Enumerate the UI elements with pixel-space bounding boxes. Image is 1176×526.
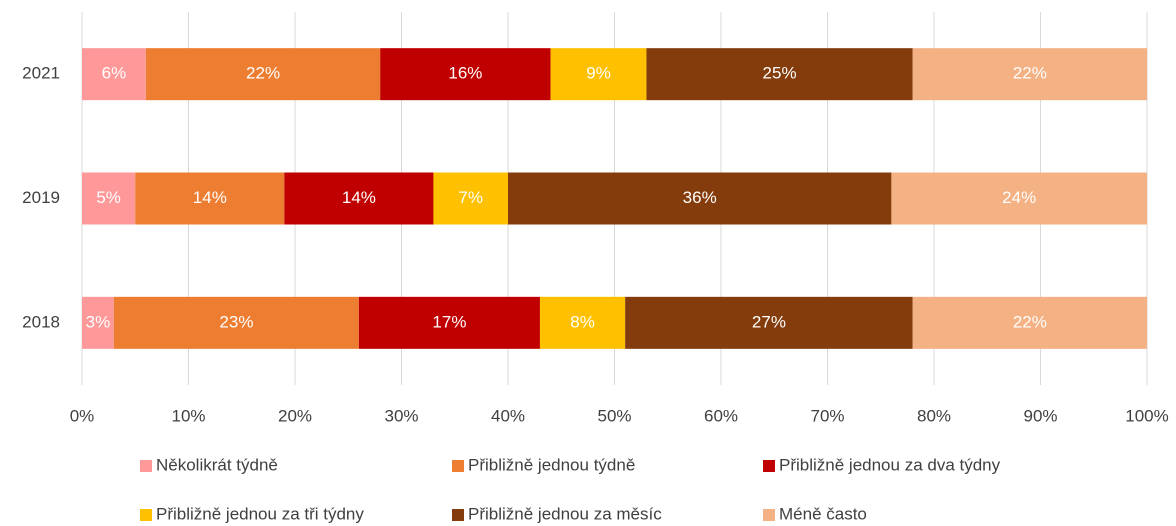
bar-segment [891, 172, 1147, 225]
x-tick-label: 70% [810, 406, 844, 425]
data-label: 23% [219, 312, 253, 331]
legend-label: Přibližně jednou za měsíc [468, 504, 662, 523]
legend-swatch [763, 509, 775, 521]
bar-segment [82, 172, 136, 225]
data-label: 7% [458, 188, 483, 207]
data-label: 5% [96, 188, 121, 207]
y-tick-label: 2019 [22, 188, 60, 207]
data-label: 36% [683, 188, 717, 207]
bar-segment [284, 172, 434, 225]
data-label: 16% [448, 64, 482, 83]
y-tick-label: 2021 [22, 64, 60, 83]
x-tick-label: 10% [171, 406, 205, 425]
legend-label: Několikrát týdně [156, 455, 278, 474]
x-tick-label: 80% [917, 406, 951, 425]
x-tick-label: 50% [597, 406, 631, 425]
x-tick-label: 100% [1125, 406, 1168, 425]
bar-segment [82, 48, 146, 101]
bar-segment [646, 48, 913, 101]
bar-segment [82, 296, 114, 349]
data-label: 14% [342, 188, 376, 207]
bar-segment [539, 296, 626, 349]
data-label: 3% [86, 312, 111, 331]
legend-swatch [452, 460, 464, 472]
bar-segment [380, 48, 551, 101]
bar-segment [508, 172, 892, 225]
legend-label: Přibližně jednou za tři týdny [156, 504, 364, 523]
data-label: 27% [752, 312, 786, 331]
legend-label: Přibližně jednou za dva týdny [779, 455, 1001, 474]
bar-segment [912, 48, 1147, 101]
legend-swatch [140, 460, 152, 472]
legend-label: Přibližně jednou týdně [468, 455, 635, 474]
legend-swatch [140, 509, 152, 521]
data-label: 25% [763, 64, 797, 83]
legend-label: Méně často [779, 504, 867, 523]
bar-segment [625, 296, 913, 349]
data-label: 9% [586, 64, 611, 83]
data-label: 22% [1013, 312, 1047, 331]
bar-segment [550, 48, 647, 101]
data-label: 22% [1013, 64, 1047, 83]
bar-segment [433, 172, 508, 225]
data-label: 24% [1002, 188, 1036, 207]
x-tick-label: 0% [70, 406, 95, 425]
x-tick-label: 40% [491, 406, 525, 425]
bar-segment [145, 48, 381, 101]
data-label: 17% [432, 312, 466, 331]
x-tick-label: 90% [1023, 406, 1057, 425]
x-tick-label: 30% [384, 406, 418, 425]
legend-swatch [452, 509, 464, 521]
bar-segment [113, 296, 359, 349]
legend-swatch [763, 460, 775, 472]
bar-segment [358, 296, 540, 349]
y-tick-label: 2018 [22, 312, 60, 331]
x-tick-label: 60% [704, 406, 738, 425]
bar-segment [135, 172, 285, 225]
bar-segment [912, 296, 1147, 349]
data-label: 22% [246, 64, 280, 83]
x-tick-label: 20% [278, 406, 312, 425]
data-label: 6% [102, 64, 127, 83]
data-label: 8% [570, 312, 595, 331]
data-label: 14% [193, 188, 227, 207]
